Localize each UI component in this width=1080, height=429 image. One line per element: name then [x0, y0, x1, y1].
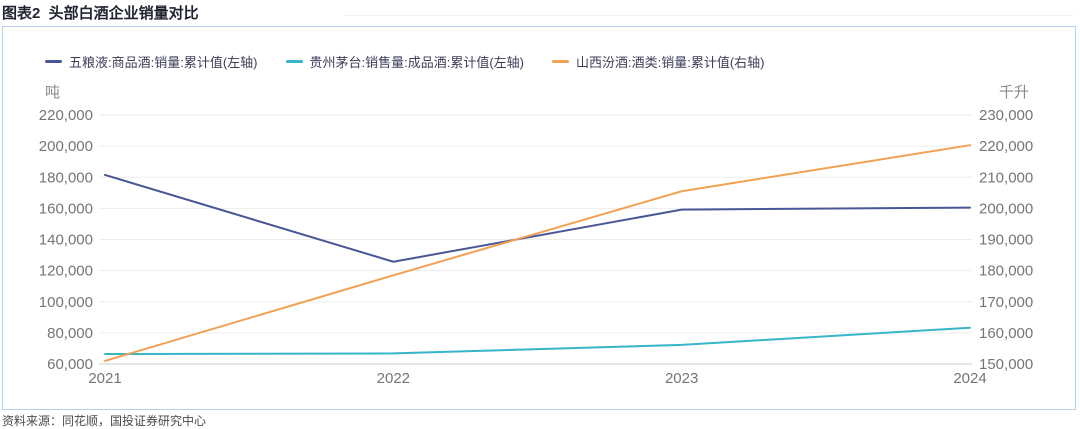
- legend-item-wuliangye[interactable]: 五粮液:商品酒:销量:累计值(左轴): [45, 52, 258, 71]
- legend-label: 山西汾酒:酒类:销量:累计值(右轴): [576, 55, 765, 70]
- svg-text:100,000: 100,000: [39, 294, 93, 311]
- svg-text:220,000: 220,000: [979, 138, 1033, 155]
- legend-item-guizhou-moutai[interactable]: 贵州茅台:销售量:成品酒:累计值(左轴): [285, 52, 525, 71]
- caption-rule: [345, 15, 1074, 16]
- svg-text:170,000: 170,000: [979, 294, 1033, 311]
- svg-text:2023: 2023: [665, 370, 698, 387]
- svg-text:200,000: 200,000: [39, 138, 93, 155]
- svg-text:160,000: 160,000: [39, 200, 93, 217]
- svg-text:2021: 2021: [88, 370, 121, 387]
- right-axis-labels: 150,000 160,000 170,000 180,000 190,000 200,0…: [979, 107, 1033, 373]
- svg-text:2022: 2022: [377, 370, 410, 387]
- svg-text:180,000: 180,000: [39, 169, 93, 186]
- series-line: [104, 144, 971, 362]
- svg-text:60,000: 60,000: [47, 356, 93, 373]
- series-line: [104, 326, 971, 356]
- x-axis-labels: 2021 2022 2023 2024: [88, 370, 986, 387]
- left-axis-labels: 60,000 80,000 100,000 120,000 140,000 160,000…: [39, 107, 93, 373]
- legend-item-shanxi-fenjiu[interactable]: 山西汾酒:酒类:销量:累计值(右轴): [552, 52, 765, 71]
- svg-text:160,000: 160,000: [979, 325, 1033, 342]
- svg-text:80,000: 80,000: [47, 325, 93, 342]
- legend-label: 贵州茅台:销售量:成品酒:累计值(左轴): [309, 55, 525, 70]
- right-axis-unit: 千升: [999, 84, 1029, 101]
- svg-text:140,000: 140,000: [39, 232, 93, 249]
- svg-text:150,000: 150,000: [979, 356, 1033, 373]
- line-swatch-icon: [552, 60, 569, 63]
- svg-text:220,000: 220,000: [39, 107, 93, 124]
- source-note: 资料来源：同花顺，国投证券研究中心: [2, 414, 207, 428]
- svg-text:200,000: 200,000: [979, 200, 1033, 217]
- svg-text:190,000: 190,000: [979, 232, 1033, 249]
- svg-text:180,000: 180,000: [979, 263, 1033, 280]
- line-swatch-icon: [45, 60, 62, 63]
- svg-text:120,000: 120,000: [39, 263, 93, 280]
- svg-text:210,000: 210,000: [979, 169, 1033, 186]
- series-line: [104, 173, 971, 263]
- legend-label: 五粮液:商品酒:销量:累计值(左轴): [69, 55, 258, 70]
- line-swatch-icon: [285, 60, 303, 63]
- chart-panel: 五粮液:商品酒:销量:累计值(左轴) 贵州茅台:销售量:成品酒:累计值(左轴) …: [2, 26, 1076, 410]
- chart-legend: 五粮液:商品酒:销量:累计值(左轴) 贵州茅台:销售量:成品酒:累计值(左轴) …: [45, 52, 765, 71]
- chart-title: 图表2 头部白酒企业销量对比: [2, 5, 199, 22]
- left-axis-unit: 吨: [45, 84, 60, 101]
- gridlines: [99, 114, 972, 365]
- line-chart: 60,000 80,000 100,000 120,000 140,000 160,000…: [39, 84, 1033, 387]
- svg-text:230,000: 230,000: [979, 107, 1033, 124]
- svg-text:2024: 2024: [953, 370, 986, 387]
